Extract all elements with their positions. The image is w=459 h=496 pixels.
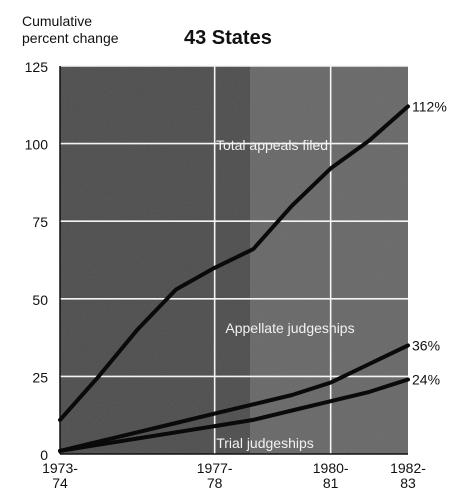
series-line <box>58 104 410 422</box>
series-end-label: 36% <box>412 337 440 353</box>
x-tick-label: 1973- <box>42 460 78 476</box>
y-tick-label: 25 <box>32 369 48 385</box>
series-line <box>58 343 410 453</box>
series-end-label: 24% <box>412 372 440 388</box>
labels-group: Total appeals filed Appellate judgeships T… <box>216 98 447 450</box>
y-axis-title-line2: percent change <box>22 30 119 46</box>
series-group <box>58 104 410 453</box>
y-tick-label: 125 <box>25 59 49 75</box>
x-tick-label: 83 <box>400 475 416 491</box>
chart-title: 43 States <box>184 27 272 49</box>
y-axis-title-line1: Cumulative <box>22 13 92 29</box>
x-tick-label: 74 <box>52 475 68 491</box>
series-line <box>58 377 410 453</box>
y-tick-label: 100 <box>25 137 49 153</box>
gridlines <box>60 65 408 454</box>
x-tick-label: 1982- <box>390 460 426 476</box>
x-tick-label: 81 <box>323 475 339 491</box>
series-name-label: Appellate judgeships <box>225 320 354 336</box>
y-tick-label: 50 <box>32 292 48 308</box>
y-tick-label: 75 <box>32 214 48 230</box>
series-name-label: Total appeals filed <box>216 137 328 153</box>
y-tick-label: 0 <box>40 447 48 463</box>
x-tick-label: 1977- <box>197 460 233 476</box>
x-tick-label: 78 <box>207 475 223 491</box>
x-tick-label: 1980- <box>313 460 349 476</box>
plot-light-region <box>250 66 408 454</box>
series-end-label: 112% <box>412 98 447 114</box>
series-name-label: Trial judgeships <box>216 435 314 451</box>
axes: 0 25 50 75 100 125 1973-74 1977-78 1980-81 1982-8… <box>25 59 427 491</box>
